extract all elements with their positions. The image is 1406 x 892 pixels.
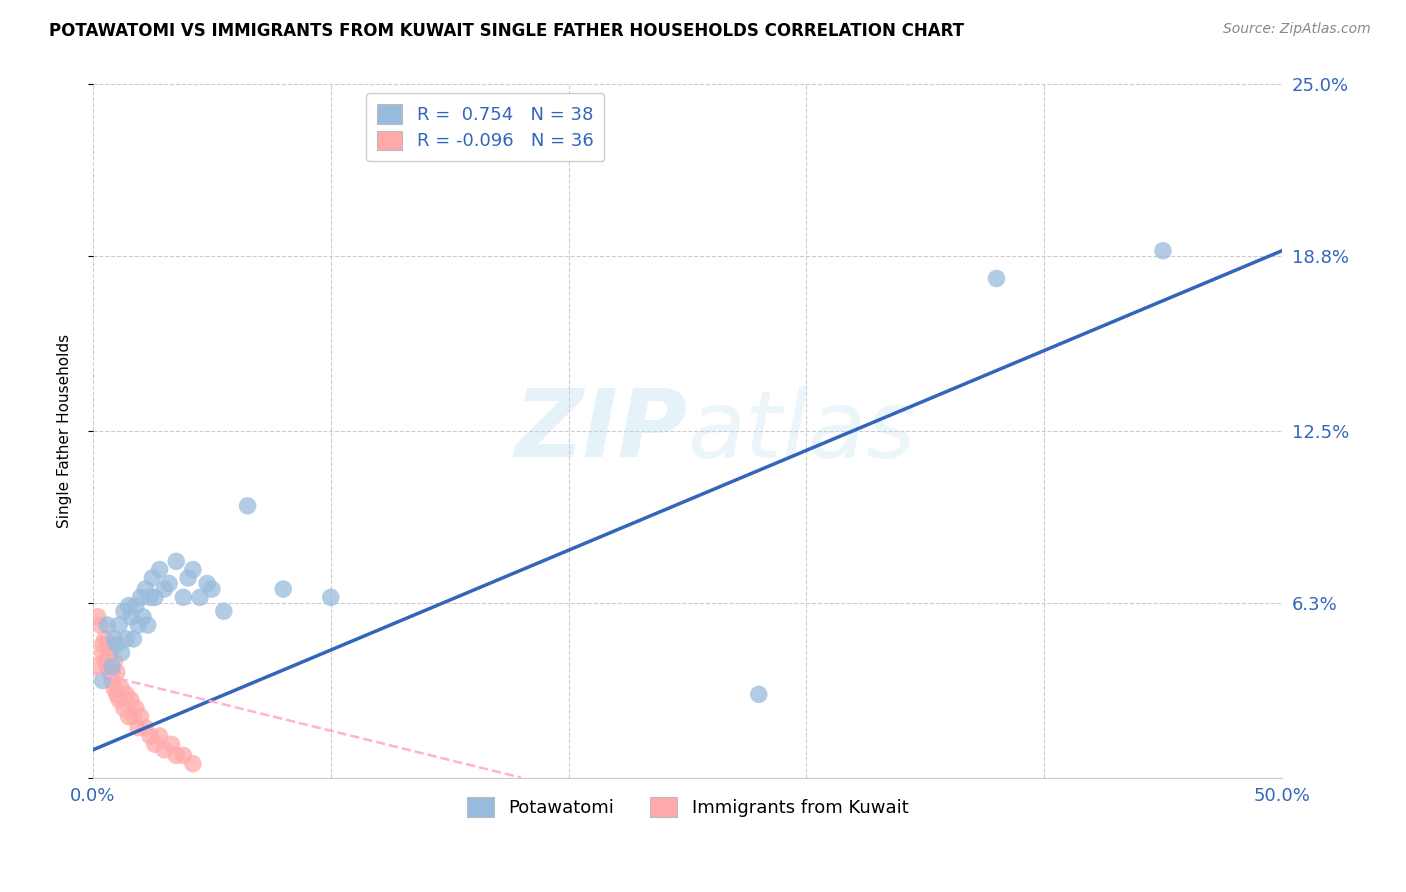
Point	[271, 582, 294, 596]
Point	[105, 687, 128, 701]
Point	[236, 499, 259, 513]
Point	[157, 576, 180, 591]
Point	[132, 609, 155, 624]
Point	[112, 604, 135, 618]
Point	[748, 687, 770, 701]
Text: atlas: atlas	[688, 385, 915, 476]
Point	[195, 576, 218, 591]
Point	[149, 563, 172, 577]
Point	[108, 693, 131, 707]
Point	[122, 709, 145, 723]
Point	[103, 632, 125, 646]
Point	[118, 709, 141, 723]
Point	[165, 554, 187, 568]
Point	[319, 591, 342, 605]
Text: POTAWATOMI VS IMMIGRANTS FROM KUWAIT SINGLE FATHER HOUSEHOLDS CORRELATION CHART: POTAWATOMI VS IMMIGRANTS FROM KUWAIT SIN…	[49, 22, 965, 40]
Point	[110, 646, 132, 660]
Point	[105, 665, 128, 680]
Point	[103, 681, 125, 696]
Point	[103, 654, 125, 668]
Point	[101, 659, 124, 673]
Point	[101, 665, 124, 680]
Point	[120, 609, 142, 624]
Point	[105, 638, 128, 652]
Point	[149, 729, 172, 743]
Point	[139, 729, 162, 743]
Point	[181, 756, 204, 771]
Point	[181, 563, 204, 577]
Point	[127, 721, 149, 735]
Point	[143, 737, 166, 751]
Point	[139, 591, 162, 605]
Point	[127, 618, 149, 632]
Point	[89, 618, 111, 632]
Point	[98, 646, 121, 660]
Point	[91, 673, 114, 688]
Point	[120, 693, 142, 707]
Point	[134, 721, 156, 735]
Point	[98, 665, 121, 680]
Point	[122, 632, 145, 646]
Point	[212, 604, 235, 618]
Point	[101, 673, 124, 688]
Point	[172, 748, 194, 763]
Point	[188, 591, 211, 605]
Point	[96, 638, 118, 652]
Point	[91, 638, 114, 652]
Point	[115, 687, 138, 701]
Point	[115, 632, 138, 646]
Point	[136, 618, 159, 632]
Point	[134, 582, 156, 596]
Point	[141, 571, 163, 585]
Point	[94, 632, 117, 646]
Point	[1152, 244, 1174, 258]
Point	[153, 582, 176, 596]
Point	[986, 271, 1008, 285]
Point	[201, 582, 224, 596]
Y-axis label: Single Father Households: Single Father Households	[58, 334, 72, 528]
Point	[96, 618, 118, 632]
Point	[143, 591, 166, 605]
Point	[87, 609, 110, 624]
Point	[84, 659, 107, 673]
Point	[129, 709, 152, 723]
Text: Source: ZipAtlas.com: Source: ZipAtlas.com	[1223, 22, 1371, 37]
Point	[177, 571, 200, 585]
Legend: Potawatomi, Immigrants from Kuwait: Potawatomi, Immigrants from Kuwait	[460, 789, 915, 824]
Point	[118, 599, 141, 613]
Point	[110, 681, 132, 696]
Point	[165, 748, 187, 763]
Point	[112, 701, 135, 715]
Point	[94, 654, 117, 668]
Point	[91, 646, 114, 660]
Point	[172, 591, 194, 605]
Text: ZIP: ZIP	[515, 385, 688, 477]
Point	[153, 743, 176, 757]
Point	[160, 737, 183, 751]
Point	[96, 659, 118, 673]
Point	[125, 599, 148, 613]
Point	[129, 591, 152, 605]
Point	[125, 701, 148, 715]
Point	[108, 618, 131, 632]
